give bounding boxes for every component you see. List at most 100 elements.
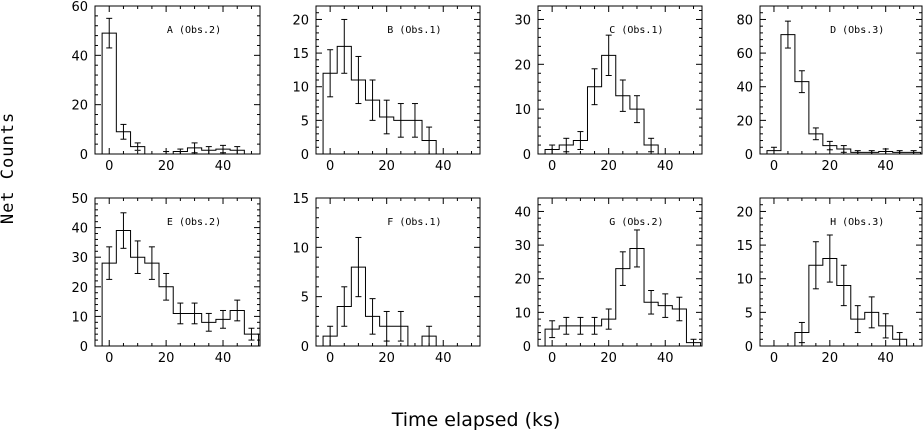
- panel-label: F (Obs.1): [387, 217, 441, 228]
- x-tick-label: 40: [657, 159, 674, 174]
- panel-c: 0 20 40 0 10 20 30 C (Obs.1): [514, 5, 703, 174]
- histogram-bin: [383, 99, 390, 135]
- x-tick-label: 20: [600, 351, 617, 366]
- histogram-bin: [690, 338, 697, 347]
- y-tick-label: 60: [71, 0, 88, 15]
- histogram-bin: [577, 316, 584, 335]
- y-tick-label: 10: [514, 103, 531, 118]
- histogram-bin: [826, 234, 833, 283]
- y-tick-label: 0: [301, 340, 309, 355]
- histogram-bin: [205, 146, 212, 155]
- x-tick-label: 20: [822, 351, 839, 366]
- y-tick-label: 40: [736, 81, 753, 96]
- panel-grid: 0 20 40 0 20 40 60 A (Obs.2) 0 20 40 0 5 10 15 20 B (Obs…: [71, 0, 923, 366]
- y-tick-label: 0: [301, 148, 309, 163]
- x-tick-label: 40: [215, 159, 232, 174]
- y-tick-label: 10: [736, 273, 753, 288]
- histogram-bin: [854, 150, 861, 155]
- x-tick-label: 40: [877, 351, 894, 366]
- histogram-bin: [619, 79, 626, 112]
- y-tick-label: 10: [292, 81, 309, 96]
- histogram-bin: [591, 68, 598, 106]
- x-tick-label: 40: [215, 351, 232, 366]
- panel-label: G (Obs.2): [609, 217, 663, 228]
- x-tick-label: 40: [435, 351, 452, 366]
- histogram-bin: [355, 236, 362, 298]
- x-tick-label: 20: [378, 159, 395, 174]
- x-tick-label: 20: [158, 159, 175, 174]
- histogram-step: [101, 230, 260, 346]
- histogram-bin: [248, 327, 255, 341]
- histogram-bin: [812, 127, 819, 141]
- histogram-bin: [826, 140, 833, 151]
- x-tick-label: 20: [158, 351, 175, 366]
- histogram-bin: [798, 70, 805, 94]
- panel-h: 0 20 40 0 5 10 15 20 H (Obs.3): [736, 197, 923, 366]
- x-tick-label: 20: [822, 159, 839, 174]
- histogram-bin: [341, 18, 348, 74]
- panel-d: 0 20 40 0 20 40 60 80 D (Obs.3): [736, 5, 923, 174]
- histogram-bin: [134, 142, 141, 151]
- x-tick-label: 40: [435, 159, 452, 174]
- histogram-bin: [676, 296, 683, 322]
- y-tick-label: 5: [301, 291, 309, 306]
- histogram-bin: [163, 272, 170, 301]
- histogram-bin: [854, 305, 861, 334]
- histogram-bin: [549, 144, 556, 155]
- y-tick-label: 80: [736, 13, 753, 28]
- histogram-bin: [840, 264, 847, 307]
- histogram-bin: [770, 146, 777, 155]
- y-tick-label: 50: [71, 192, 88, 207]
- x-tick-label: 0: [770, 159, 778, 174]
- histogram-bin: [549, 320, 556, 339]
- histogram-bin: [882, 313, 889, 339]
- histogram-step: [322, 266, 437, 347]
- y-tick-label: 10: [514, 306, 531, 321]
- y-tick-label: 15: [736, 239, 753, 254]
- histogram-bin: [397, 103, 404, 138]
- panel-f: 0 20 40 0 5 10 15 F (Obs.1): [292, 192, 481, 366]
- histogram-step: [544, 54, 659, 154]
- y-tick-label: 40: [71, 222, 88, 237]
- histogram-bin: [577, 131, 584, 151]
- x-tick-label: 0: [105, 159, 113, 174]
- histogram-bin: [784, 20, 791, 49]
- x-tick-label: 40: [657, 351, 674, 366]
- panel-g: 0 20 40 0 10 20 30 40 G (Obs.2): [514, 197, 703, 366]
- histogram-bin: [106, 17, 113, 49]
- y-tick-label: 20: [292, 13, 309, 28]
- panel-b: 0 20 40 0 5 10 15 20 B (Obs.1): [292, 5, 481, 174]
- y-tick-label: 5: [745, 306, 753, 321]
- histogram-bin: [205, 312, 212, 332]
- y-tick-label: 5: [301, 114, 309, 129]
- histogram-bin: [619, 251, 626, 286]
- histogram-step: [322, 45, 437, 154]
- x-tick-label: 0: [548, 159, 556, 174]
- histogram-bin: [106, 246, 113, 280]
- histogram-bin: [563, 316, 570, 335]
- histogram-bin: [882, 148, 889, 155]
- histogram-step: [101, 32, 245, 155]
- histogram-bin: [662, 293, 669, 318]
- y-tick-label: 40: [514, 205, 531, 220]
- histogram-bin: [191, 142, 198, 154]
- x-tick-label: 40: [877, 159, 894, 174]
- histogram-bin: [648, 290, 655, 315]
- histogram-bin: [896, 332, 903, 347]
- histogram-bin: [163, 151, 170, 155]
- panel-a: 0 20 40 0 20 40 60 A (Obs.2): [71, 0, 261, 174]
- histogram-bin: [220, 309, 227, 329]
- histogram-bin: [177, 148, 184, 155]
- histogram-bin: [605, 34, 612, 77]
- histogram-bin: [633, 229, 640, 268]
- histogram-bin: [812, 241, 819, 290]
- y-tick-label: 30: [514, 13, 531, 28]
- y-tick-label: 60: [736, 47, 753, 62]
- histogram-bin: [220, 144, 227, 154]
- y-tick-label: 20: [71, 99, 88, 114]
- histogram-bin: [426, 126, 433, 155]
- histogram-bin: [191, 302, 198, 325]
- histogram-bin: [369, 79, 376, 121]
- histogram-bin: [341, 286, 348, 327]
